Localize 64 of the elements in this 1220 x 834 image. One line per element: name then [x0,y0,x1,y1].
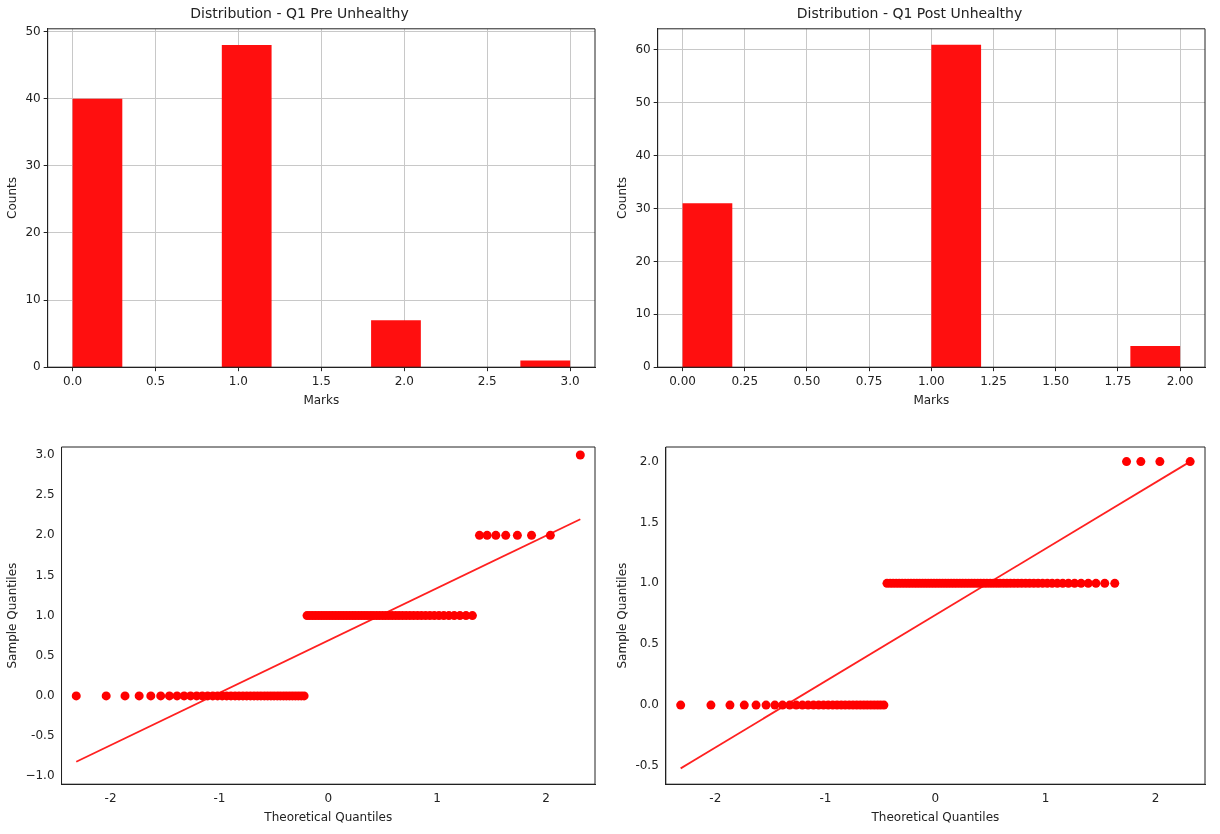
x-axis-title: Theoretical Quantiles [870,809,1000,824]
y-tick-label: 10 [635,306,651,321]
y-tick-label: −1.0 [25,768,55,783]
y-tick-label: 60 [635,42,651,57]
y-tick-label: 0 [643,359,651,374]
x-tick-label: 1.75 [1104,373,1132,388]
x-tick-label: 1 [1041,790,1050,805]
x-tick-label: 3.0 [560,373,580,388]
y-tick-label: 3.0 [35,447,55,462]
x-tick-label: -2 [709,790,722,805]
y-tick-label: 0.5 [639,636,659,651]
y-axis-title: Counts [615,177,630,219]
y-tick-label: 20 [25,225,41,240]
x-tick-label: 2 [542,790,550,805]
y-axis-title: Sample Quantiles [615,562,630,669]
x-tick-label: 2.0 [394,373,414,388]
x-axis-title: Marks [913,392,950,407]
x-tick-label: 1.5 [311,373,331,388]
y-tick-label: -0.5 [31,728,55,743]
y-tick-label: 0.0 [35,688,55,703]
x-tick-label: 0 [324,790,333,805]
x-tick-label: 1.50 [1042,373,1070,388]
y-tick-label: 30 [635,200,651,215]
y-tick-label: 1.0 [639,575,659,590]
x-axis-title: Marks [303,392,340,407]
chart-title: Distribution - Q1 Pre Unhealthy [190,5,409,22]
x-tick-label: 2.00 [1166,373,1194,388]
x-tick-label: 2.5 [477,373,497,388]
y-tick-label: 0.5 [35,647,55,662]
x-tick-label: 1.00 [917,373,945,388]
x-axis-title: Theoretical Quantiles [263,809,393,824]
x-tick-label: 1 [433,790,441,805]
y-tick-label: 50 [635,94,651,109]
x-tick-label: -2 [104,790,117,805]
x-tick-label: -1 [819,790,832,805]
chart-title: Distribution - Q1 Post Unhealthy [796,5,1023,22]
y-axis-title: Sample Quantiles [5,562,20,669]
y-tick-label: 2.0 [35,527,55,542]
x-tick-label: 2 [1151,790,1160,805]
y-tick-label: 1.5 [35,567,55,582]
x-tick-label: 0.0 [63,373,83,388]
y-tick-label: 30 [25,157,41,172]
x-tick-label: 0.25 [731,373,759,388]
y-tick-label: 0 [33,359,41,374]
y-tick-label: -0.5 [635,758,659,773]
y-tick-label: 10 [25,292,41,307]
x-tick-label: 1.25 [980,373,1007,388]
y-tick-label: 40 [635,147,651,162]
y-axis-title: Counts [5,177,20,219]
y-tick-label: 0.0 [639,697,659,712]
x-tick-label: 0.50 [793,373,821,388]
y-tick-label: 50 [25,23,41,38]
y-tick-label: 1.0 [35,607,55,622]
y-tick-label: 2.0 [639,453,659,468]
y-tick-label: 20 [635,253,651,268]
x-tick-label: -1 [213,790,226,805]
x-tick-label: 0 [931,790,940,805]
x-tick-label: 0.00 [669,373,696,388]
y-tick-label: 1.5 [639,514,659,529]
x-tick-label: 0.5 [145,373,166,388]
x-tick-label: 0.75 [855,373,883,388]
x-tick-label: 1.0 [228,373,248,388]
y-tick-label: 40 [25,90,41,105]
y-tick-label: 2.5 [35,487,55,502]
